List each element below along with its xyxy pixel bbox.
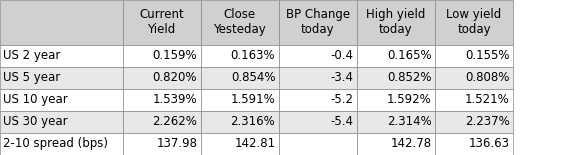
Text: -3.4: -3.4 xyxy=(331,71,353,84)
Text: US 5 year: US 5 year xyxy=(3,71,60,84)
Text: -5.2: -5.2 xyxy=(331,93,353,106)
Bar xyxy=(435,133,513,155)
Text: 137.98: 137.98 xyxy=(156,137,197,151)
Text: 0.852%: 0.852% xyxy=(387,71,431,84)
Text: 0.808%: 0.808% xyxy=(465,71,510,84)
Text: US 2 year: US 2 year xyxy=(3,49,61,62)
Bar xyxy=(201,133,279,155)
Text: US 30 year: US 30 year xyxy=(3,115,68,128)
Text: Current
Yield: Current Yield xyxy=(139,9,184,36)
Text: US 10 year: US 10 year xyxy=(3,93,68,106)
Text: 0.820%: 0.820% xyxy=(153,71,197,84)
Text: 142.78: 142.78 xyxy=(390,137,431,151)
Text: 2-10 spread (bps): 2-10 spread (bps) xyxy=(3,137,108,151)
Text: Close
Yesteday: Close Yesteday xyxy=(213,9,266,36)
Text: 0.165%: 0.165% xyxy=(387,49,431,62)
Text: 2.316%: 2.316% xyxy=(230,115,275,128)
Bar xyxy=(123,111,201,133)
Bar xyxy=(279,133,357,155)
Bar xyxy=(201,89,279,111)
Bar xyxy=(357,45,435,67)
Text: -0.4: -0.4 xyxy=(331,49,353,62)
Bar xyxy=(435,111,513,133)
Text: 2.262%: 2.262% xyxy=(152,115,197,128)
Bar xyxy=(0,67,123,89)
Text: 0.159%: 0.159% xyxy=(153,49,197,62)
Bar xyxy=(0,133,123,155)
Bar xyxy=(123,0,201,45)
Text: High yield
today: High yield today xyxy=(366,9,426,36)
Bar xyxy=(201,67,279,89)
Bar xyxy=(0,0,123,45)
Text: 2.314%: 2.314% xyxy=(386,115,431,128)
Text: 136.63: 136.63 xyxy=(469,137,510,151)
Bar xyxy=(357,0,435,45)
Bar xyxy=(279,89,357,111)
Bar xyxy=(201,111,279,133)
Bar xyxy=(357,133,435,155)
Bar xyxy=(357,67,435,89)
Bar xyxy=(435,45,513,67)
Text: BP Change
today: BP Change today xyxy=(286,9,350,36)
Bar xyxy=(123,89,201,111)
Text: 1.521%: 1.521% xyxy=(465,93,510,106)
Text: 0.163%: 0.163% xyxy=(231,49,275,62)
Text: 2.237%: 2.237% xyxy=(465,115,510,128)
Bar xyxy=(279,67,357,89)
Bar xyxy=(435,67,513,89)
Bar xyxy=(123,133,201,155)
Bar xyxy=(123,45,201,67)
Bar xyxy=(279,45,357,67)
Text: 1.539%: 1.539% xyxy=(153,93,197,106)
Bar xyxy=(0,111,123,133)
Text: 1.591%: 1.591% xyxy=(230,93,275,106)
Text: 0.155%: 0.155% xyxy=(465,49,510,62)
Text: 0.854%: 0.854% xyxy=(231,71,275,84)
Bar xyxy=(201,45,279,67)
Bar xyxy=(279,111,357,133)
Bar xyxy=(435,89,513,111)
Text: 142.81: 142.81 xyxy=(234,137,275,151)
Bar xyxy=(357,89,435,111)
Bar xyxy=(123,67,201,89)
Bar xyxy=(279,0,357,45)
Text: Low yield
today: Low yield today xyxy=(446,9,502,36)
Text: -5.4: -5.4 xyxy=(331,115,353,128)
Bar xyxy=(0,89,123,111)
Bar xyxy=(201,0,279,45)
Bar xyxy=(0,45,123,67)
Bar xyxy=(357,111,435,133)
Bar xyxy=(435,0,513,45)
Text: 1.592%: 1.592% xyxy=(386,93,431,106)
